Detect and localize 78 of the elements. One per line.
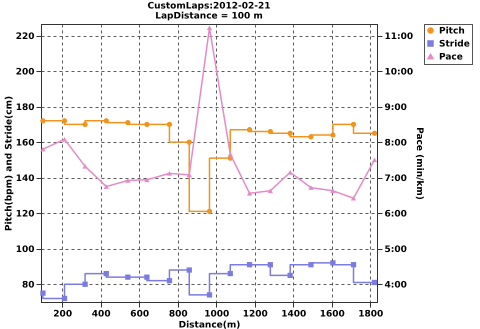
point <box>62 136 68 142</box>
point <box>166 122 172 128</box>
y-tick-label: 140 <box>16 174 34 184</box>
point <box>82 122 88 128</box>
x-tick-label: 200 <box>53 310 72 320</box>
legend-label: Pace <box>439 52 463 62</box>
point <box>308 185 314 190</box>
point <box>308 134 314 140</box>
point <box>82 282 88 287</box>
x-tick-label: 1800 <box>358 310 384 320</box>
point <box>308 262 314 268</box>
point <box>186 139 192 145</box>
y-tick-label: 180 <box>16 103 34 114</box>
point <box>104 118 109 124</box>
point <box>186 267 192 273</box>
point <box>246 262 252 268</box>
y-tick-label: 220 <box>16 32 34 42</box>
point <box>372 130 378 136</box>
point <box>330 188 336 194</box>
y2-tick-label: 9:00 <box>384 103 407 114</box>
point <box>350 122 356 128</box>
point <box>144 274 150 280</box>
point <box>125 120 130 126</box>
y2-tick-label: 7:00 <box>384 174 407 184</box>
point <box>62 118 68 124</box>
chart-subtitle: LapDistance = 100 m <box>155 12 263 22</box>
x-tick-label: 800 <box>168 310 188 320</box>
y2-tick-label: 10:00 <box>384 68 414 78</box>
point <box>40 290 46 296</box>
point <box>288 170 293 175</box>
point <box>350 196 356 201</box>
y-tick-label: 160 <box>16 138 34 149</box>
point <box>144 177 150 182</box>
x-tick-label: 1000 <box>204 310 230 320</box>
chart-title: CustomLaps:2012-02-21 <box>147 2 271 12</box>
x-tick-label: 1600 <box>320 310 345 320</box>
x-axis-title: Distance(m) <box>178 320 240 329</box>
point <box>228 270 233 276</box>
y2-tick-label: 11:00 <box>384 32 414 42</box>
y2-tick-label: 4:00 <box>384 280 407 291</box>
legend-label: Stride <box>439 40 470 50</box>
y-tick-label: 80 <box>22 280 34 291</box>
x-tick-label: 1200 <box>242 310 268 320</box>
point <box>206 208 212 214</box>
x-tick-label: 600 <box>130 310 150 320</box>
point <box>288 272 293 278</box>
y-tick-label: 100 <box>16 245 34 256</box>
point <box>206 25 212 30</box>
y2-tick-label: 6:00 <box>384 210 407 220</box>
point <box>104 184 109 189</box>
point <box>40 118 46 124</box>
y-tick-label: 120 <box>16 210 34 220</box>
y-tick-label: 200 <box>16 68 34 78</box>
point <box>186 172 192 178</box>
point <box>330 132 336 138</box>
legend-label: Pitch <box>439 26 465 36</box>
point <box>166 278 172 284</box>
point <box>166 171 172 176</box>
point <box>246 190 252 196</box>
point <box>125 178 130 183</box>
y2-axis-title: Pace (min/km) <box>414 127 424 200</box>
y2-tick-label: 8:00 <box>384 138 407 149</box>
point <box>288 130 293 136</box>
point <box>268 262 273 268</box>
point <box>144 122 150 128</box>
y-axis-title: Pitch(bpm) and Stride(cm) <box>4 96 15 232</box>
point <box>268 128 273 134</box>
point <box>125 274 130 280</box>
x-tick-label: 1400 <box>281 310 306 320</box>
y2-tick-label: 5:00 <box>384 245 407 256</box>
point <box>206 292 212 298</box>
point <box>40 146 46 152</box>
point <box>350 262 356 268</box>
point <box>246 127 252 132</box>
point <box>268 188 273 194</box>
x-tick-label: 400 <box>92 310 111 320</box>
point <box>372 158 378 162</box>
point <box>104 270 109 276</box>
